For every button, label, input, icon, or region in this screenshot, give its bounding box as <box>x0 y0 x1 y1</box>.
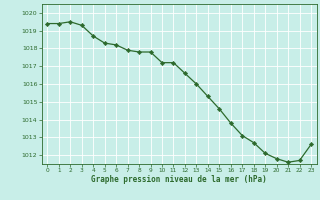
X-axis label: Graphe pression niveau de la mer (hPa): Graphe pression niveau de la mer (hPa) <box>91 175 267 184</box>
